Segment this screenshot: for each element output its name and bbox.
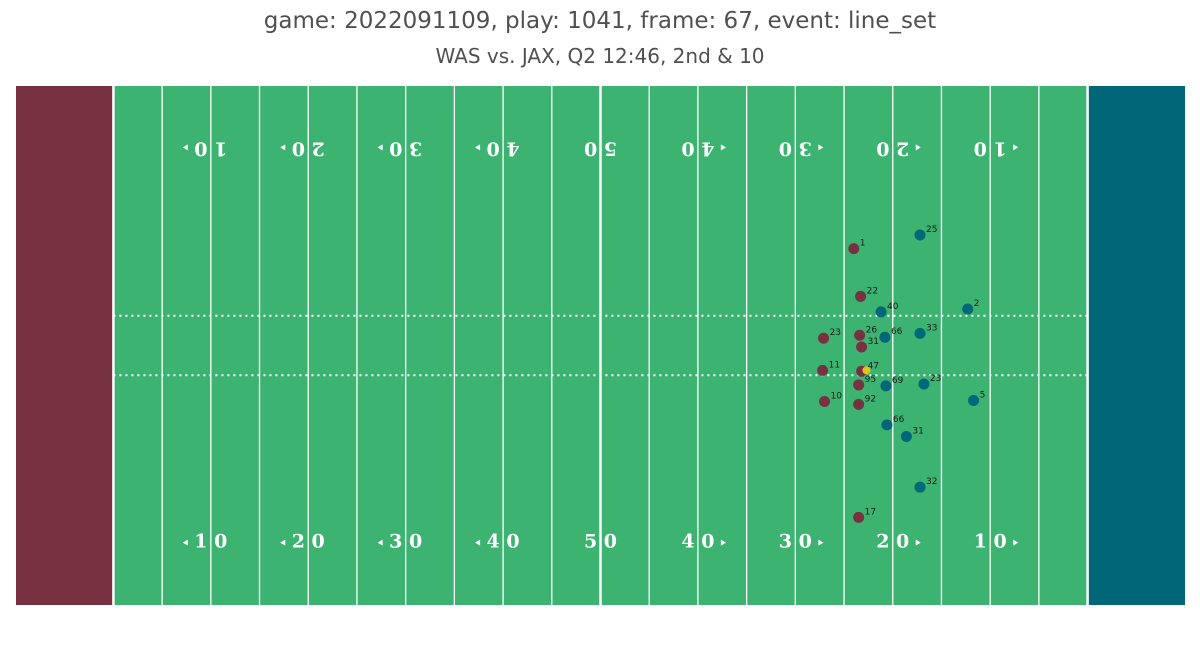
yard-number-bottom-7: 2 0 (876, 531, 909, 553)
jersey-label-was-3: 26 (866, 325, 878, 335)
yard-arrow-top-2 (377, 144, 383, 151)
yard-arrow-top-3 (475, 144, 481, 151)
player-jax-6 (918, 378, 930, 390)
jersey-label-jax-5: 69 (892, 376, 904, 386)
yard-number-bottom-8: 1 0 (974, 531, 1007, 553)
player-was-3 (854, 329, 866, 341)
player-jax-3 (879, 331, 891, 343)
yard-number-top-6: 3 0 (779, 137, 812, 159)
jersey-label-was-1: 22 (867, 286, 878, 296)
yard-arrow-bottom-3 (475, 539, 481, 546)
right-endzone (1087, 86, 1185, 605)
player-was-4 (856, 341, 868, 353)
yard-arrow-bottom-6 (818, 539, 824, 546)
player-jax-4 (914, 327, 926, 339)
yard-arrow-bottom-2 (377, 539, 383, 546)
jersey-label-was-4: 31 (868, 337, 879, 347)
yard-number-bottom-4: 5 0 (584, 531, 617, 553)
jersey-label-jax-4: 33 (926, 323, 937, 333)
player-jax-8 (881, 419, 893, 431)
yard-arrow-bottom-7 (915, 539, 921, 546)
jersey-label-jax-3: 66 (891, 327, 903, 337)
yard-arrow-top-1 (280, 144, 286, 151)
yard-number-bottom-5: 4 0 (681, 531, 714, 553)
chart-title: game: 2022091109, play: 1041, frame: 67,… (263, 8, 937, 34)
player-was-10 (853, 511, 865, 523)
yard-number-bottom-3: 4 0 (487, 531, 520, 553)
player-was-7 (853, 379, 865, 391)
jersey-label-was-9: 92 (865, 394, 876, 404)
jersey-label-was-5: 11 (829, 360, 840, 370)
player-was-8 (819, 395, 831, 407)
jersey-label-was-6: 47 (868, 361, 879, 371)
player-jax-0 (914, 229, 926, 241)
yard-number-bottom-1: 2 0 (292, 531, 325, 553)
yard-number-top-5: 4 0 (681, 137, 714, 159)
yard-arrow-bottom-8 (1013, 539, 1019, 546)
left-endzone (16, 86, 114, 605)
yard-number-bottom-2: 3 0 (389, 531, 422, 553)
yard-number-top-8: 1 0 (974, 137, 1007, 159)
jersey-label-jax-10: 32 (926, 477, 937, 487)
yard-number-bottom-0: 1 0 (194, 531, 227, 553)
player-jax-9 (900, 431, 912, 443)
player-jax-7 (968, 395, 980, 407)
yard-number-top-7: 2 0 (876, 137, 909, 159)
player-was-1 (855, 290, 867, 302)
player-was-2 (818, 332, 830, 344)
jersey-label-was-10: 17 (865, 507, 876, 517)
yard-arrow-bottom-1 (280, 539, 286, 546)
yard-number-top-2: 3 0 (389, 137, 422, 159)
chart-subtitle: WAS vs. JAX, Q2 12:46, 2nd & 10 (435, 44, 765, 68)
player-was-9 (853, 398, 865, 410)
jersey-label-jax-0: 25 (926, 225, 937, 235)
yard-arrow-bottom-0 (182, 539, 188, 546)
yard-arrow-top-5 (720, 144, 726, 151)
yard-number-bottom-6: 3 0 (779, 531, 812, 553)
player-jax-5 (880, 380, 892, 392)
jersey-label-was-8: 10 (831, 391, 843, 401)
yard-arrow-top-8 (1013, 144, 1019, 151)
jersey-label-jax-8: 66 (893, 415, 905, 425)
yard-number-top-0: 1 0 (194, 137, 227, 159)
player-was-5 (817, 364, 829, 376)
player-jax-10 (914, 481, 926, 493)
yard-arrow-top-6 (818, 144, 824, 151)
yard-arrow-top-7 (915, 144, 921, 151)
yard-number-top-4: 5 0 (584, 137, 617, 159)
jersey-label-was-0: 1 (860, 239, 866, 249)
jersey-label-jax-7: 5 (980, 391, 986, 401)
player-was-0 (848, 243, 860, 255)
yard-arrow-bottom-5 (720, 539, 726, 546)
jersey-label-jax-1: 40 (887, 302, 899, 312)
yard-arrow-top-0 (182, 144, 188, 151)
jersey-label-was-7: 95 (865, 375, 876, 385)
football-marker (862, 366, 871, 375)
jersey-label-jax-2: 2 (974, 299, 980, 309)
yard-number-top-1: 2 0 (292, 137, 325, 159)
jersey-label-was-2: 23 (830, 328, 841, 338)
yard-number-top-3: 4 0 (487, 137, 520, 159)
player-jax-2 (962, 303, 974, 315)
player-jax-1 (875, 306, 887, 318)
jersey-label-jax-9: 31 (912, 427, 923, 437)
jersey-label-jax-6: 23 (930, 374, 941, 384)
